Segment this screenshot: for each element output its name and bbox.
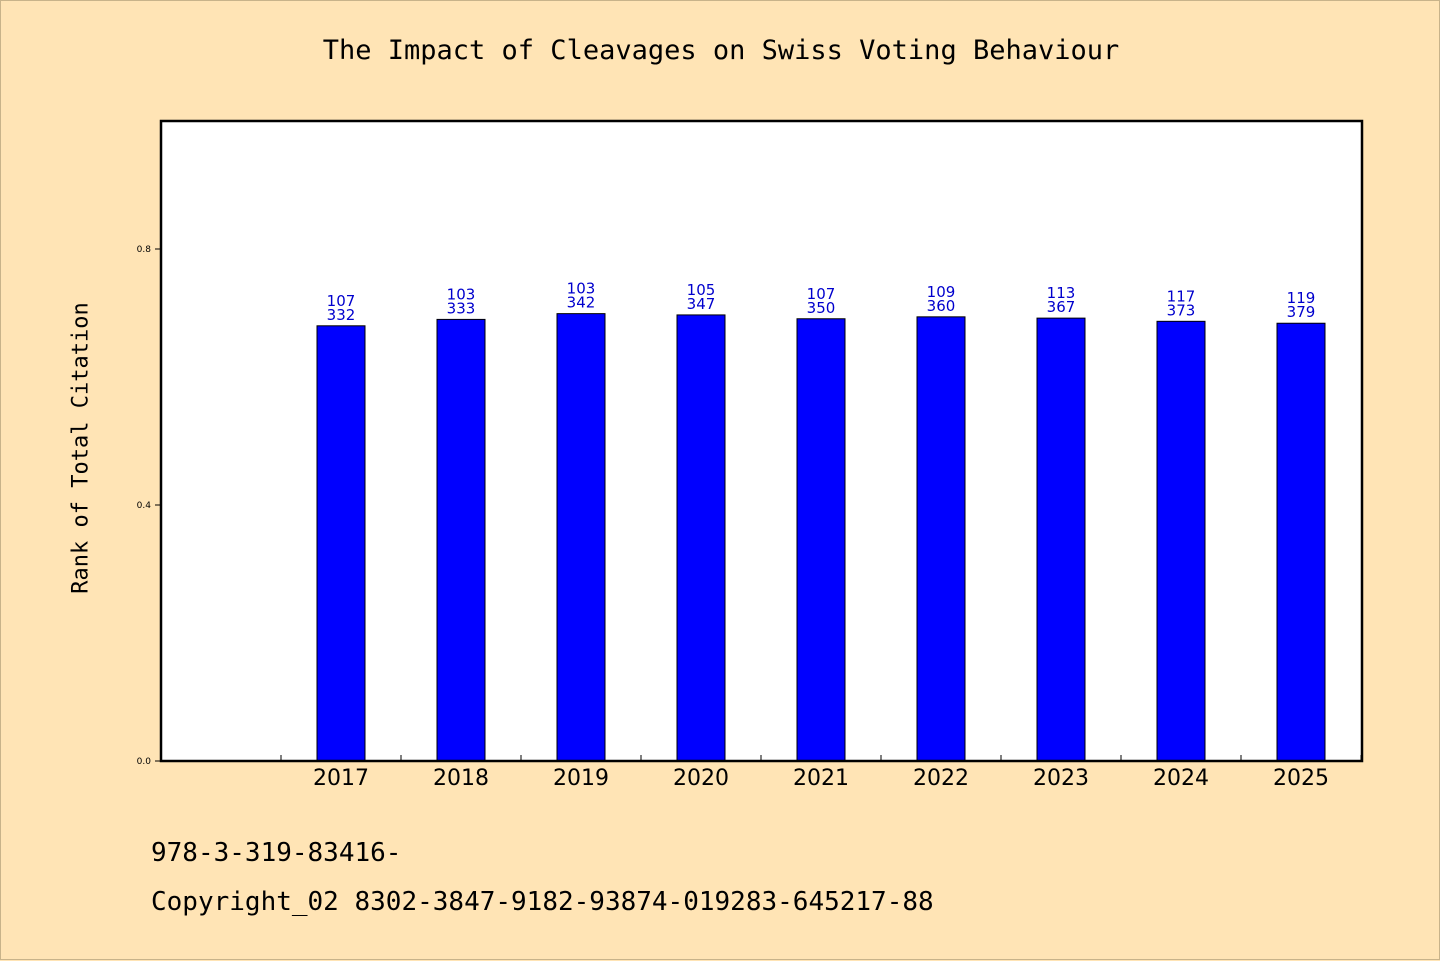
y-tick-label: 0.4 xyxy=(137,501,152,511)
bar-2022 xyxy=(916,316,966,762)
data-label-top-2024: 117 xyxy=(1167,287,1196,305)
isbn-text: 978-3-319-83416- xyxy=(151,838,402,868)
x-tick-label-2022: 2022 xyxy=(913,766,969,791)
x-tick-label-2018: 2018 xyxy=(433,766,489,791)
plot-frame xyxy=(159,119,1364,763)
y-tick-label: 0.0 xyxy=(137,757,152,767)
bar-2017 xyxy=(316,325,366,762)
bar-2023 xyxy=(1036,317,1086,762)
x-tick-label-2025: 2025 xyxy=(1273,766,1329,791)
bar-2024 xyxy=(1156,320,1206,762)
data-label-bottom-2019: 342 xyxy=(567,294,596,312)
bar-2019 xyxy=(556,313,606,762)
data-label-top-2020: 105 xyxy=(687,281,716,299)
data-label-top-2019: 103 xyxy=(567,280,596,298)
data-label-top-2023: 113 xyxy=(1047,284,1076,302)
x-tick-label-2019: 2019 xyxy=(553,766,609,791)
chart-title: The Impact of Cleavages on Swiss Voting … xyxy=(322,35,1120,66)
bar-2018 xyxy=(436,318,486,762)
data-label-top-2021: 107 xyxy=(807,285,836,303)
data-label-bottom-2017: 332 xyxy=(327,306,356,324)
y-tick-label: 0.8 xyxy=(137,245,152,255)
bar-2021 xyxy=(796,318,846,762)
x-tick-label-2024: 2024 xyxy=(1153,766,1209,791)
x-tick-label-2023: 2023 xyxy=(1033,766,1089,791)
data-label-top-2017: 107 xyxy=(327,292,356,310)
x-tick-label-2021: 2021 xyxy=(793,766,849,791)
data-label-bottom-2018: 333 xyxy=(447,299,476,317)
data-label-bottom-2025: 379 xyxy=(1287,303,1316,321)
bar-2020 xyxy=(676,314,726,762)
data-label-top-2025: 119 xyxy=(1287,289,1316,307)
x-tick-label-2020: 2020 xyxy=(673,766,729,791)
data-label-bottom-2024: 373 xyxy=(1167,301,1196,319)
x-tick-label-2017: 2017 xyxy=(313,766,369,791)
data-label-top-2022: 109 xyxy=(927,283,956,301)
bar-2025 xyxy=(1276,322,1326,762)
data-label-bottom-2020: 347 xyxy=(687,295,716,313)
data-label-bottom-2023: 367 xyxy=(1047,298,1076,316)
copyright-text: Copyright_02 8302-3847-9182-93874-019283… xyxy=(151,887,934,917)
data-label-bottom-2021: 350 xyxy=(807,299,836,317)
data-label-bottom-2022: 360 xyxy=(927,297,956,315)
data-label-top-2018: 103 xyxy=(447,285,476,303)
